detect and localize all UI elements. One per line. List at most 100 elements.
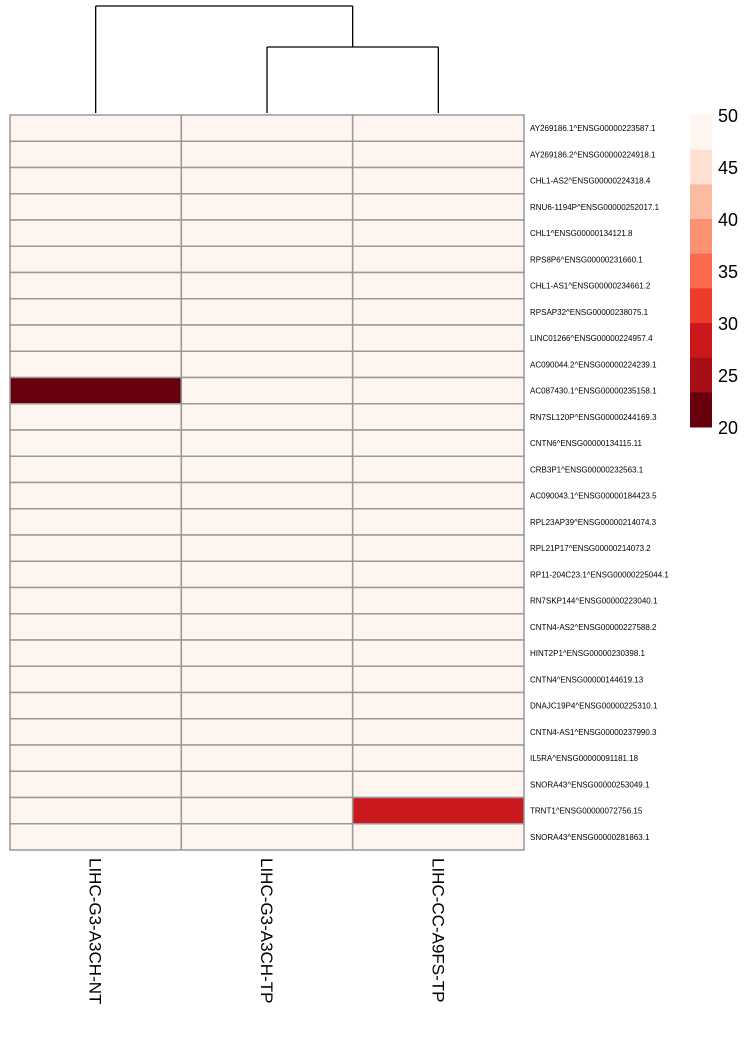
row-label: CNTN4-AS2^ENSG00000227588.2 [530,623,657,632]
heatmap-cell [351,691,525,720]
heatmap-cell [351,508,525,536]
heatmap-cell [351,718,525,746]
heatmap-cell [9,350,183,379]
heatmap-cell [351,193,525,221]
legend-tick-label: 35 [718,262,738,282]
row-label: CHL1-AS1^ENSG00000234661.2 [530,282,651,291]
heatmap-cell [351,560,525,589]
heatmap-cell [180,324,354,352]
heatmap-cell [9,114,183,142]
row-label: DNAJC19P4^ENSG00000225310.1 [530,702,658,711]
row-label: HINT2P1^ENSG00000230398.1 [530,649,645,658]
heatmap-cell [180,586,354,615]
heatmap-cell [180,219,354,247]
legend-tick-label: 20 [718,418,738,438]
row-label: TRNT1^ENSG00000072756.15 [530,807,643,816]
heatmap-cell [180,508,354,536]
heatmap-cell [180,193,354,221]
heatmap-cells [9,114,525,851]
heatmap-cell [9,639,183,667]
heatmap-cell [180,744,354,772]
column-label: LIHC-G3-A3CH-TP [257,858,276,1003]
heatmap-cell [180,796,354,825]
heatmap-cell [180,639,354,667]
row-label: SNORA43^ENSG00000281863.1 [530,833,650,842]
heatmap-cell [180,166,354,195]
heatmap-cell [351,166,525,195]
row-label: AY269186.2^ENSG00000224918.1 [530,150,656,159]
heatmap-cell [351,376,525,405]
heatmap-cell [180,376,354,405]
heatmap-cell [9,245,183,274]
heatmap-cell [9,796,183,825]
heatmap-cell [9,770,183,799]
heatmap-cell [180,350,354,379]
legend-swatch [690,323,712,359]
row-label: CNTN6^ENSG00000134115.11 [530,439,643,448]
heatmap-cell [9,586,183,615]
heatmap-cell [9,219,183,247]
heatmap-cell [9,481,183,510]
legend-swatch [690,288,712,324]
heatmap-cell [351,403,525,431]
row-label: AY269186.1^ENSG00000223587.1 [530,124,656,133]
heatmap-cell [180,613,354,641]
heatmap-cell [180,691,354,720]
legend-swatch [690,219,712,255]
heatmap-cell [180,560,354,589]
row-label: AC090043.1^ENSG00000184423.5 [530,492,657,501]
row-labels: AY269186.1^ENSG00000223587.1 AY269186.2^E… [530,124,669,842]
heatmap-cell [180,534,354,562]
heatmap-cell [9,271,183,300]
legend-swatch [690,253,712,289]
color-legend: 50 45 40 35 30 25 20 [690,106,738,438]
heatmap-cell [351,324,525,352]
heatmap-cell [9,560,183,589]
column-dendrogram [95,5,439,113]
heatmap-cell [180,823,354,851]
heatmap-cell [351,298,525,326]
heatmap-cell [180,455,354,484]
heatmap-cell [9,193,183,221]
heatmap-cell [9,166,183,195]
heatmap-cell [351,665,525,694]
heatmap-cell [180,665,354,694]
legend-swatch [690,149,712,185]
heatmap-cell [351,245,525,274]
heatmap-cell [180,271,354,300]
heatmap-cell [9,508,183,536]
heatmap-cell [351,534,525,562]
heatmap-cell [351,770,525,799]
row-label: RPSAP32^ENSG00000238075.1 [530,308,649,317]
heatmap-cell [180,429,354,457]
row-label: AC087430.1^ENSG00000235158.1 [530,387,657,396]
row-label: CHL1^ENSG00000134121.8 [530,229,633,238]
heatmap-cell [351,219,525,247]
heatmap-cell [9,823,183,851]
row-label: RN7SL120P^ENSG00000244169.3 [530,413,657,422]
heatmap-cell [9,665,183,694]
heatmap-cell [180,403,354,431]
heatmap-cell [9,718,183,746]
legend-swatch [690,115,712,151]
heatmap-cell [9,298,183,326]
row-label: CHL1-AS2^ENSG00000224318.4 [530,177,651,186]
heatmap-cell [180,298,354,326]
row-label: RN7SKP144^ENSG00000223040.1 [530,597,658,606]
heatmap-cell [180,770,354,799]
row-label: AC090044.2^ENSG00000224239.1 [530,360,657,369]
row-label: CRB3P1^ENSG00000232563.1 [530,465,644,474]
heatmap-cell [9,324,183,352]
heatmap-cell [351,481,525,510]
heatmap-cell [9,140,183,169]
legend-tick-label: 40 [718,210,738,230]
legend-tick-label: 45 [718,158,738,178]
heatmap-cell [351,744,525,772]
legend-tick-label: 30 [718,314,738,334]
legend-tick-label: 25 [718,366,738,386]
row-label: IL5RA^ENSG00000091181.18 [530,754,639,763]
heatmap-cell [351,429,525,457]
column-label: LIHC-G3-A3CH-NT [86,858,105,1004]
heatmap-cell [351,613,525,641]
heatmap-cell [9,376,183,405]
